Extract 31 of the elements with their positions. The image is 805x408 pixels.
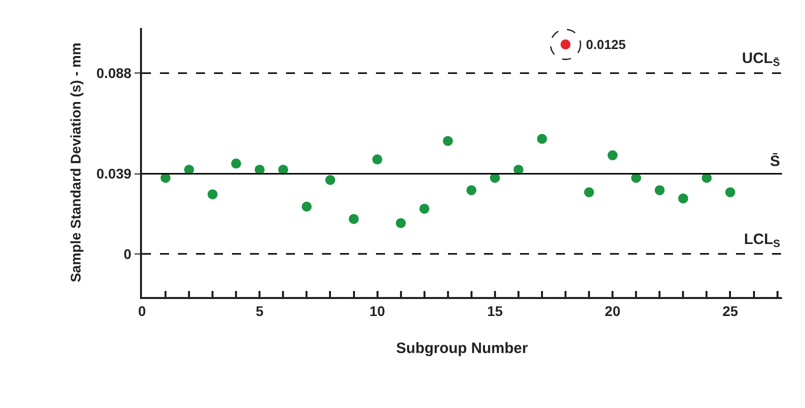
point [231,158,242,169]
point [725,187,736,198]
x-tick-label: 0 [138,302,146,319]
annotation: 0.0125 [586,37,626,52]
point [466,185,476,196]
x-axis-title: Subgroup Number [396,340,528,357]
point [584,187,594,198]
point [678,193,688,204]
point [372,154,382,164]
point [537,134,547,144]
ref-line-label: UCL$_{S̄}$ [742,50,780,70]
y-axis-title: Sample Standard Deviation (s) - mm [68,42,84,282]
ref-line-label: S̄ [770,153,780,170]
x-tick-label: 25 [722,302,738,319]
point [396,218,406,228]
x-tick-label: 20 [604,302,621,319]
x-tick-label: 10 [370,302,386,319]
point [302,202,312,212]
point [325,174,336,185]
y-tick-label: 0 [124,246,132,262]
point [654,185,665,196]
y-tick-label: 0.039 [96,166,132,182]
point [348,214,359,224]
y-tick-label: 0.088 [96,65,132,82]
x-tick-label: 15 [487,302,503,319]
point [608,150,618,160]
ref-line-label: LCL$_{S}$ [744,231,780,250]
point [419,204,430,214]
point [442,136,453,146]
point [208,189,218,200]
x-tick-label: 5 [256,302,264,319]
